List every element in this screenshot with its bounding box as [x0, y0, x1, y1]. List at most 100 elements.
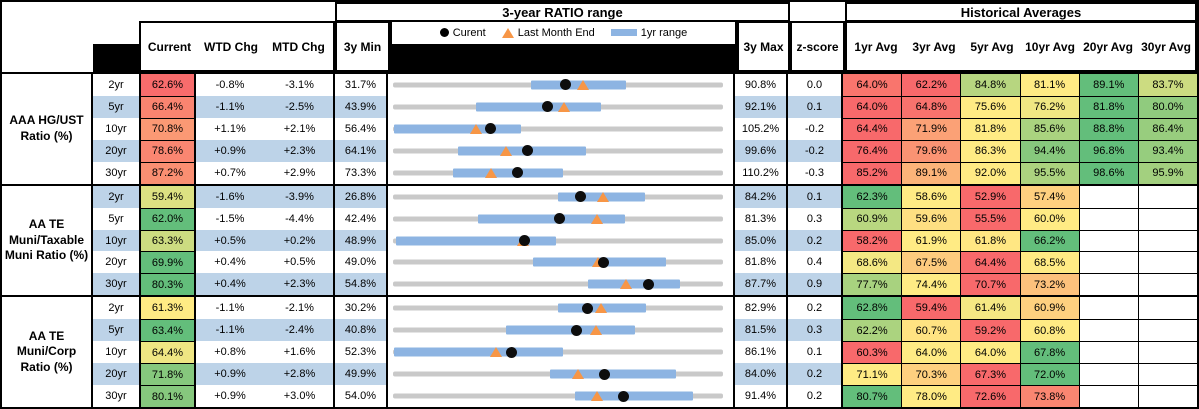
- range-track: [393, 126, 723, 132]
- current-cell: 64.4%: [139, 341, 196, 364]
- tenor-cell: 5yr: [93, 319, 139, 342]
- avg-cell: [1078, 341, 1138, 364]
- table-row: 30yr 87.2% +0.7% +2.9% 73.3% 110.2% -0.3 85.2% 8…: [93, 161, 1197, 184]
- wtd-chg-cell: -1.1%: [196, 95, 264, 118]
- avg-cell: 88.8%: [1078, 117, 1138, 140]
- avg-cell: 83.7%: [1137, 74, 1197, 96]
- z-score-cell: 0.2: [788, 363, 843, 386]
- avg-cell: 64.8%: [901, 95, 961, 118]
- current-marker: [519, 235, 531, 247]
- z-score-cell: -0.2: [788, 117, 843, 140]
- current-cell: 66.4%: [139, 95, 196, 118]
- mtd-chg-column-header: MTD Chg: [272, 39, 325, 54]
- table-row: 20yr 78.6% +0.9% +2.3% 64.1% 99.6% -0.2 76.4% 79…: [93, 139, 1197, 162]
- mtd-chg-cell: +2.1%: [264, 117, 335, 140]
- 3y-max-cell: 81.8%: [735, 251, 788, 274]
- avg-cell: 70.7%: [960, 273, 1020, 296]
- current-cell: 87.2%: [139, 161, 196, 184]
- black-band: [392, 44, 735, 70]
- range-strip-chart: [388, 161, 735, 184]
- avg-cell: [1137, 273, 1197, 296]
- last-month-end-marker: [590, 391, 603, 402]
- mtd-chg-cell: +2.3%: [264, 273, 335, 296]
- one-year-range-bar: [452, 168, 563, 178]
- avg-cell: 76.4%: [843, 139, 902, 162]
- wtd-chg-cell: +0.5%: [196, 229, 264, 252]
- avg-cell: 75.6%: [960, 95, 1020, 118]
- current-marker: [599, 368, 611, 380]
- mtd-chg-cell: +2.8%: [264, 363, 335, 386]
- z-score-cell: 0.1: [788, 185, 843, 208]
- mtd-chg-cell: +1.6%: [264, 341, 335, 364]
- row-group: AA TE Muni/Taxable Muni Ratio (%) 2yr 59.4…: [2, 183, 1197, 296]
- current-cell: 80.3%: [139, 273, 196, 296]
- 3y-min-cell: 64.1%: [333, 139, 388, 162]
- avg-cell: 71.1%: [843, 363, 902, 386]
- avg-cell: 60.8%: [1019, 319, 1079, 342]
- last-month-end-marker: [589, 325, 602, 336]
- 3y-max-cell: 92.1%: [735, 95, 788, 118]
- current-marker: [617, 390, 629, 402]
- 3y-max-cell: 82.9%: [735, 297, 788, 320]
- current-cell: 63.3%: [139, 229, 196, 252]
- avg-cell: 95.5%: [1019, 161, 1079, 184]
- avg-cell: 52.9%: [960, 185, 1020, 208]
- mtd-chg-cell: +0.2%: [264, 229, 335, 252]
- wtd-chg-cell: +0.4%: [196, 273, 264, 296]
- table-row: 5yr 62.0% -1.5% -4.4% 42.4% 81.3% 0.3 60.9% 59.6…: [93, 207, 1197, 230]
- legend-last-month: Last Month End: [501, 27, 595, 39]
- avg-cell: 60.7%: [901, 319, 961, 342]
- current-cell: 69.9%: [139, 251, 196, 274]
- 3y-min-cell: 40.8%: [333, 319, 388, 342]
- last-month-end-marker: [576, 79, 589, 90]
- avg-cell: [1137, 363, 1197, 386]
- avg-cell: 74.4%: [901, 273, 961, 296]
- current-marker: [582, 302, 594, 314]
- one-year-range-bar: [574, 391, 693, 401]
- avg-cell: [1078, 363, 1138, 386]
- z-score-cell: 0.3: [788, 207, 843, 230]
- avg-cell: 81.8%: [1078, 95, 1138, 118]
- avg-cell: 95.9%: [1137, 161, 1197, 184]
- z-score-cell: 0.9: [788, 273, 843, 296]
- current-marker: [643, 278, 655, 290]
- one-year-range-bar: [395, 236, 556, 246]
- 3y-max-column-header: 3y Max: [737, 21, 790, 72]
- last-month-end-marker: [470, 123, 483, 134]
- group-label: AAA HG/UST Ratio (%): [2, 74, 93, 184]
- avg-cell: 93.4%: [1137, 139, 1197, 162]
- avg-columns-header: 1yr Avg 3yr Avg 5yr Avg 10yr Avg 20yr Av…: [845, 21, 1197, 72]
- tenor-cell: 30yr: [93, 273, 139, 296]
- avg-cell: 64.0%: [960, 341, 1020, 364]
- mtd-chg-cell: -2.4%: [264, 319, 335, 342]
- avg-cell: [1137, 207, 1197, 230]
- table-row: 20yr 71.8% +0.9% +2.8% 49.9% 84.0% 0.2 71.1% 70.…: [93, 363, 1197, 386]
- mtd-chg-cell: -3.1%: [264, 74, 335, 96]
- 3y-min-cell: 54.0%: [333, 385, 388, 407]
- avg-cell: [1137, 251, 1197, 274]
- avg-cell: [1137, 297, 1197, 320]
- current-cell: 62.0%: [139, 207, 196, 230]
- range-chart-header: Curent Last Month End 1yr range: [390, 21, 737, 72]
- current-marker: [541, 101, 553, 113]
- z-score-header-text: z-score: [796, 39, 839, 54]
- avg-cell: [1137, 229, 1197, 252]
- 3y-max-cell: 84.2%: [735, 185, 788, 208]
- avg-cell: [1078, 207, 1138, 230]
- one-year-range-bar: [549, 369, 676, 379]
- one-year-range-bar: [394, 124, 521, 134]
- 3y-max-cell: 85.0%: [735, 229, 788, 252]
- z-score-column-header: z-score: [790, 21, 845, 72]
- 3y-max-cell: 91.4%: [735, 385, 788, 407]
- wtd-chg-cell: +0.7%: [196, 161, 264, 184]
- current-cell: 70.8%: [139, 117, 196, 140]
- avg-cell: 59.2%: [960, 319, 1020, 342]
- avg-cell: [1078, 297, 1138, 320]
- 3y-max-cell: 81.3%: [735, 207, 788, 230]
- range-strip-chart: [388, 117, 735, 140]
- ratio-range-section-title: 3-year RATIO range: [335, 2, 790, 22]
- avg-column-header: 10yr Avg: [1025, 39, 1075, 54]
- last-month-end-marker: [500, 145, 513, 156]
- z-score-cell: 0.1: [788, 341, 843, 364]
- wtd-chg-cell: -1.6%: [196, 185, 264, 208]
